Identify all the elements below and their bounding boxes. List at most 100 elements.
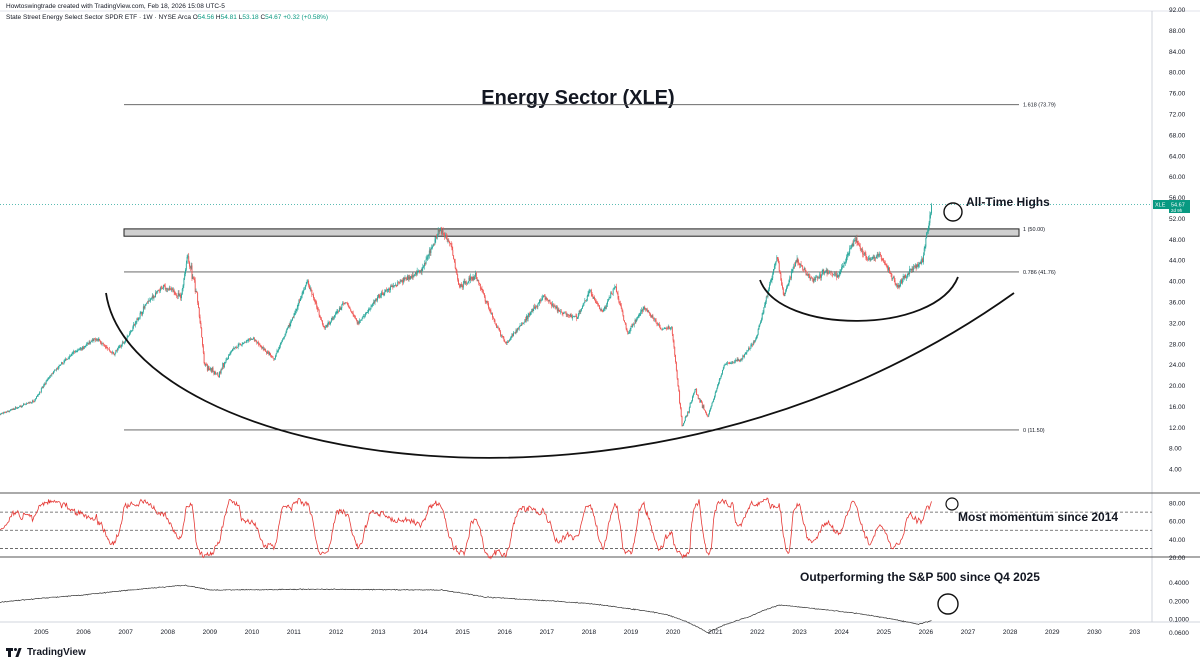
- candle-body: [298, 300, 300, 305]
- candle-body: [618, 298, 620, 302]
- candle-body: [807, 274, 809, 276]
- candle-body: [287, 325, 289, 329]
- candle-body: [453, 259, 455, 263]
- candle-body: [705, 412, 707, 415]
- candle-body: [305, 284, 307, 286]
- candle-body: [524, 319, 526, 323]
- candle-body: [676, 370, 678, 379]
- fib-level-label: 0 (11.50): [1023, 428, 1045, 434]
- fib-level-label: 1.618 (73.79): [1023, 103, 1056, 109]
- candle-body: [290, 321, 292, 324]
- candle-body: [288, 325, 290, 327]
- time-tick-label: 2022: [750, 629, 765, 636]
- candle-body: [694, 389, 696, 393]
- candle-body: [858, 243, 860, 245]
- candle-body: [89, 341, 91, 343]
- candle-body: [574, 315, 576, 317]
- candle-body: [320, 317, 322, 320]
- candle-body: [905, 275, 907, 279]
- candle-body: [90, 341, 92, 343]
- candle-body: [504, 339, 506, 342]
- candle-body: [743, 355, 745, 357]
- candle-body: [448, 239, 450, 242]
- candle-body: [882, 259, 884, 261]
- candle-body: [32, 400, 34, 402]
- candle-body: [248, 338, 250, 341]
- time-tick-label: 2020: [666, 629, 681, 636]
- candle-body: [606, 304, 608, 308]
- time-tick-label: 2007: [118, 629, 133, 636]
- candle-body: [462, 282, 464, 288]
- candle-body: [389, 288, 391, 291]
- candle-body: [735, 360, 736, 362]
- candle-body: [722, 367, 724, 370]
- candle-body: [126, 336, 128, 341]
- candle-body: [758, 325, 760, 330]
- candle-body: [348, 306, 350, 308]
- candle-body: [929, 215, 931, 223]
- candle-body: [926, 232, 928, 238]
- price-tag: [1169, 200, 1190, 214]
- candle-body: [283, 336, 285, 338]
- candle-body: [838, 273, 840, 278]
- candle-body: [69, 356, 71, 358]
- candle-body: [692, 396, 694, 401]
- candle-body: [208, 366, 210, 370]
- candle-body: [360, 319, 362, 321]
- candle-body: [477, 280, 479, 282]
- candle-body: [120, 346, 122, 347]
- candle-body: [585, 300, 587, 302]
- candle-body: [901, 279, 903, 284]
- candle-body: [581, 305, 583, 309]
- candle-body: [417, 270, 419, 272]
- candle-body: [498, 328, 500, 331]
- candle-body: [749, 348, 751, 350]
- time-tick-label: 2008: [160, 629, 175, 636]
- candle-body: [898, 285, 900, 288]
- candle-body: [151, 298, 152, 299]
- candle-body: [80, 348, 82, 350]
- candle-body: [175, 293, 177, 296]
- candle-body: [529, 313, 531, 315]
- candle-body: [64, 360, 66, 362]
- candle-body: [407, 275, 409, 280]
- candle-body: [761, 313, 763, 320]
- candle-body: [300, 297, 301, 302]
- candle-body: [139, 313, 141, 318]
- candle-body: [842, 265, 844, 267]
- candle-body: [615, 286, 617, 293]
- candle-body: [598, 305, 600, 309]
- candle-body: [169, 287, 171, 290]
- candle-body: [9, 410, 11, 412]
- candle-body: [304, 285, 306, 290]
- candle-body: [381, 292, 383, 294]
- candle-body: [736, 359, 738, 361]
- candle-body: [146, 302, 148, 304]
- candle-body: [219, 372, 221, 374]
- candle-body: [361, 318, 363, 320]
- candle-body: [645, 308, 647, 310]
- candle-body: [900, 279, 902, 284]
- candle-body: [212, 367, 214, 372]
- candle-body: [317, 307, 318, 310]
- candle-body: [225, 359, 227, 363]
- candle-body: [265, 350, 267, 352]
- candle-body: [112, 351, 114, 353]
- candle-body: [296, 307, 298, 310]
- candle-body: [293, 313, 295, 318]
- candle-body: [95, 338, 97, 341]
- candle-body: [888, 267, 890, 274]
- candle-body: [585, 300, 587, 302]
- candle-body: [164, 286, 166, 289]
- candle-body: [10, 409, 12, 410]
- candle-body: [570, 313, 572, 317]
- candle-body: [899, 283, 901, 288]
- candle-body: [531, 311, 533, 312]
- candle-body: [358, 322, 360, 323]
- candle-body: [473, 276, 475, 280]
- candle-body: [620, 305, 622, 309]
- candle-body: [213, 371, 215, 374]
- candle-body: [695, 388, 697, 390]
- candle-body: [101, 343, 103, 345]
